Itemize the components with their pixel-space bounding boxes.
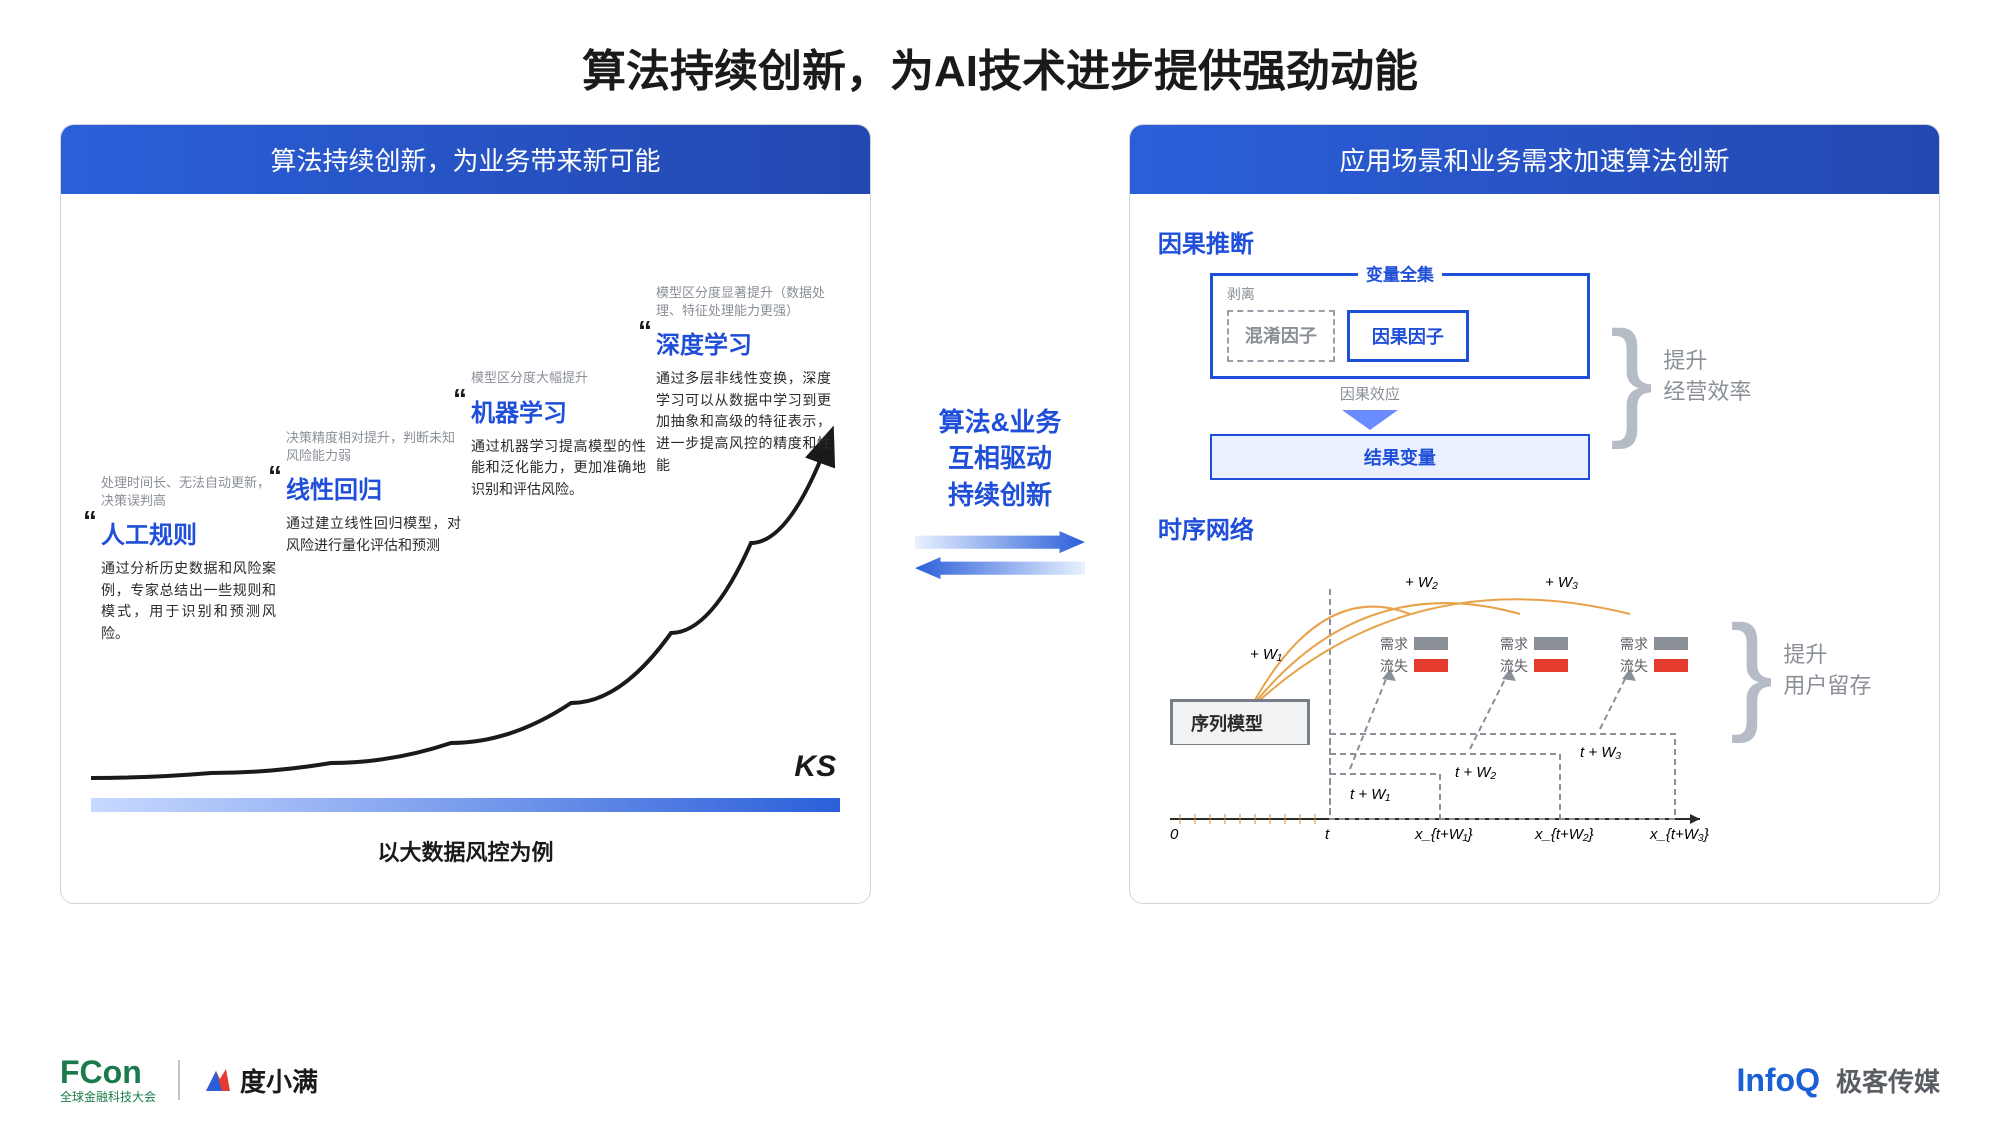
center-text: 算法&业务 互相驱动 持续创新 (901, 404, 1099, 513)
win-label-2: t + W₂ (1455, 764, 1496, 781)
stage-note: 决策精度相对提升，判断未知风险能力弱 (286, 429, 461, 464)
right-panel-body: 因果推断 变量全集 剥离 混淆因子 因果因子 因果效应 (1130, 194, 1939, 904)
stage-3: 模型区分度显著提升（数据处理、特征处理能力更强） 深度学习 通过多层非线性变换，… (656, 284, 831, 477)
svg-text:需求: 需求 (1380, 636, 1408, 652)
stage-title: 深度学习 (656, 325, 831, 360)
stage-desc: 通过建立线性回归模型，对风险进行量化评估和预测 (286, 513, 461, 556)
ks-label: KS (794, 750, 836, 784)
result-box: 结果变量 (1210, 434, 1590, 480)
stage-note: 处理时间长、无法自动更新，决策误判高 (101, 474, 276, 509)
center-block: 算法&业务 互相驱动 持续创新 (901, 124, 1099, 579)
left-panel-body: 处理时间长、无法自动更新，决策误判高 人工规则 通过分析历史数据和风险案例，专家… (61, 194, 870, 904)
causal-diagram: 变量全集 剥离 混淆因子 因果因子 因果效应 结果变量 } 提升经营效率 (1150, 273, 1919, 480)
temporal-benefit-text: 提升用户留存 (1783, 640, 1871, 702)
content-row: 算法持续创新，为业务带来新可能 处理时间长、无法自动更新，决策误判高 人工规则 … (0, 124, 2000, 904)
stage-note: 模型区分度显著提升（数据处理、特征处理能力更强） (656, 284, 831, 319)
svg-text:流失: 流失 (1500, 658, 1528, 674)
dxm-icon (202, 1065, 232, 1095)
stage-desc: 通过多层非线性变换，深度学习可以从数据中学习到更加抽象和高级的特征表示，进一步提… (656, 368, 831, 476)
center-line2: 互相驱动 (901, 440, 1099, 476)
stage-2: 模型区分度大幅提升 机器学习 通过机器学习提高模型的性能和泛化能力，更加准确地识… (471, 369, 646, 501)
win-label-3: t + W₃ (1580, 744, 1621, 761)
axis-strip (91, 798, 840, 812)
stage-desc: 通过分析历史数据和风险案例，专家总结出一些规则和模式，用于识别和预测风险。 (101, 558, 276, 645)
dxm-logo: 度小满 (202, 1062, 318, 1099)
svg-text:流失: 流失 (1620, 658, 1648, 674)
footer: FCon 全球金融科技大会 度小满 InfoQ 极客传媒 (0, 1035, 2000, 1125)
weight-w2-top: + W₂ (1405, 574, 1438, 591)
temporal-benefit: } 提升用户留存 (1730, 619, 1871, 723)
stage-title: 机器学习 (471, 393, 646, 428)
variable-set-box: 变量全集 剥离 混淆因子 因果因子 (1210, 273, 1590, 379)
svg-text:需求: 需求 (1500, 636, 1528, 652)
tick-x2: x_{t+W₂} (1534, 826, 1594, 843)
page-title: 算法持续创新，为AI技术进步提供强劲动能 (0, 0, 2000, 124)
arrow-right-icon (915, 531, 1085, 553)
double-arrow-icon (901, 531, 1099, 579)
right-panel-header: 应用场景和业务需求加速算法创新 (1130, 125, 1939, 194)
down-arrow-icon (1342, 410, 1398, 430)
brace-icon-2: } (1730, 619, 1773, 723)
fcon-logo: FCon 全球金融科技大会 (60, 1056, 156, 1105)
seq-model-box: 序列模型 (1170, 699, 1310, 745)
center-line3: 持续创新 (901, 477, 1099, 513)
tick-x3: x_{t+W₃} (1649, 826, 1709, 843)
stage-desc: 通过机器学习提高模型的性能和泛化能力，更加准确地识别和评估风险。 (471, 436, 646, 501)
win-label-1: t + W₁ (1350, 786, 1390, 803)
temporal-diagram: 序列模型 + W₁ + W₂ + W₃ (1150, 559, 1919, 854)
footer-right-logos: InfoQ 极客传媒 (1736, 1062, 1940, 1099)
causal-benefit-text: 提升经营效率 (1663, 346, 1751, 408)
tick-t: t (1325, 826, 1330, 843)
causal-benefit: } 提升经营效率 (1610, 325, 1751, 429)
weight-w3-top: + W₃ (1545, 574, 1578, 591)
variable-set-title: 变量全集 (1213, 260, 1587, 285)
footer-left-logos: FCon 全球金融科技大会 度小满 (60, 1056, 318, 1105)
stage-note: 模型区分度大幅提升 (471, 369, 646, 387)
confounder-box: 混淆因子 (1227, 310, 1335, 362)
right-panel: 应用场景和业务需求加速算法创新 因果推断 变量全集 剥离 混淆因子 因果因子 (1129, 124, 1940, 904)
divider-icon (178, 1060, 180, 1100)
stage-1: 决策精度相对提升，判断未知风险能力弱 线性回归 通过建立线性回归模型，对风险进行… (286, 429, 461, 556)
left-panel: 算法持续创新，为业务带来新可能 处理时间长、无法自动更新，决策误判高 人工规则 … (60, 124, 871, 904)
weight-w1-top: + W₁ (1250, 646, 1282, 663)
temporal-svg: 序列模型 + W₁ + W₂ + W₃ (1150, 559, 1710, 849)
arrow-left-icon (915, 557, 1085, 579)
center-line1: 算法&业务 (901, 404, 1099, 440)
geek-logo: 极客传媒 (1836, 1062, 1940, 1099)
tick-x1: x_{t+W₁} (1414, 826, 1473, 843)
strip-hint: 剥离 (1227, 286, 1255, 302)
stage-0: 处理时间长、无法自动更新，决策误判高 人工规则 通过分析历史数据和风险案例，专家… (101, 474, 276, 645)
svg-text:流失: 流失 (1380, 658, 1408, 674)
causal-section-title: 因果推断 (1158, 224, 1919, 259)
effect-label: 因果效应 (1340, 383, 1400, 404)
left-panel-header: 算法持续创新，为业务带来新可能 (61, 125, 870, 194)
temporal-section-title: 时序网络 (1158, 510, 1919, 545)
brace-icon: } (1610, 325, 1653, 429)
svg-text:需求: 需求 (1620, 636, 1648, 652)
left-caption: 以大数据风控为例 (61, 835, 870, 867)
tick-0: 0 (1170, 826, 1179, 843)
infoq-logo: InfoQ (1736, 1062, 1820, 1099)
causal-factor-box: 因果因子 (1347, 310, 1469, 362)
stage-title: 线性回归 (286, 470, 461, 505)
stage-title: 人工规则 (101, 515, 276, 550)
